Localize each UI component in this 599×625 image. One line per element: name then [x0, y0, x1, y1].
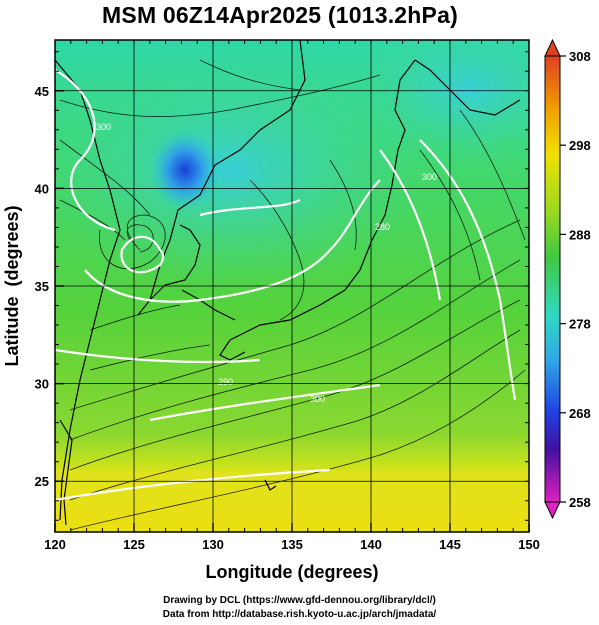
x-tick-label: 135 — [281, 537, 303, 552]
coastlines — [55, 40, 521, 526]
x-tick-label: 145 — [439, 537, 461, 552]
colorbar-tick-label: 288 — [569, 227, 591, 242]
colorbar-tick-label: 258 — [569, 495, 591, 510]
colorbar-ticks: 308 298 288 278 268 258 — [560, 49, 591, 510]
y-tick-label: 25 — [35, 474, 49, 489]
x-axis-ticks: 120 125 130 135 140 145 150 — [44, 40, 540, 552]
x-axis-label: Longitude (degrees) — [205, 562, 378, 582]
colorbar-max-arrow — [544, 38, 561, 57]
colorbar-tick-label: 268 — [569, 406, 591, 421]
map-plot-area: 300 300 280 290 300 — [55, 40, 529, 532]
x-tick-label: 130 — [202, 537, 224, 552]
map-title: MSM 06Z14Apr2025 (1013.2hPa) — [102, 2, 458, 28]
lat-lon-grid — [55, 40, 529, 532]
colorbar: 308 298 288 278 268 258 — [544, 38, 591, 520]
colorbar-tick-label: 278 — [569, 317, 591, 332]
credit-data: Data from http://database.rish.kyoto-u.a… — [162, 609, 437, 620]
wind-streamlines — [59, 59, 526, 531]
contour-label: 280 — [375, 222, 390, 232]
cool-region — [55, 50, 430, 290]
y-axis-ticks: 25 30 35 40 45 — [35, 51, 529, 521]
colorbar-tick-label: 298 — [569, 138, 591, 153]
y-axis-label: Latitude (degrees) — [2, 205, 22, 366]
contour-label: 300 — [422, 172, 437, 182]
contour-labels: 300 300 280 290 300 — [96, 122, 437, 404]
colorbar-min-arrow — [544, 501, 561, 520]
contour-label: 300 — [310, 394, 325, 404]
x-tick-label: 150 — [518, 537, 540, 552]
y-tick-label: 45 — [35, 84, 49, 99]
contour-label: 290 — [218, 377, 233, 387]
y-tick-label: 30 — [35, 377, 49, 392]
credit-drawing: Drawing by DCL (https://www.gfd-dennou.o… — [163, 595, 436, 606]
x-tick-label: 140 — [360, 537, 382, 552]
y-tick-label: 35 — [35, 279, 49, 294]
contour-label: 300 — [96, 122, 111, 132]
colorbar-tick-label: 308 — [569, 49, 591, 64]
x-tick-label: 125 — [123, 537, 145, 552]
colorbar-ramp — [544, 55, 561, 503]
y-tick-label: 40 — [35, 181, 49, 196]
cool-region-ne — [350, 40, 529, 170]
cold-region — [150, 130, 220, 210]
x-tick-label: 120 — [44, 537, 66, 552]
